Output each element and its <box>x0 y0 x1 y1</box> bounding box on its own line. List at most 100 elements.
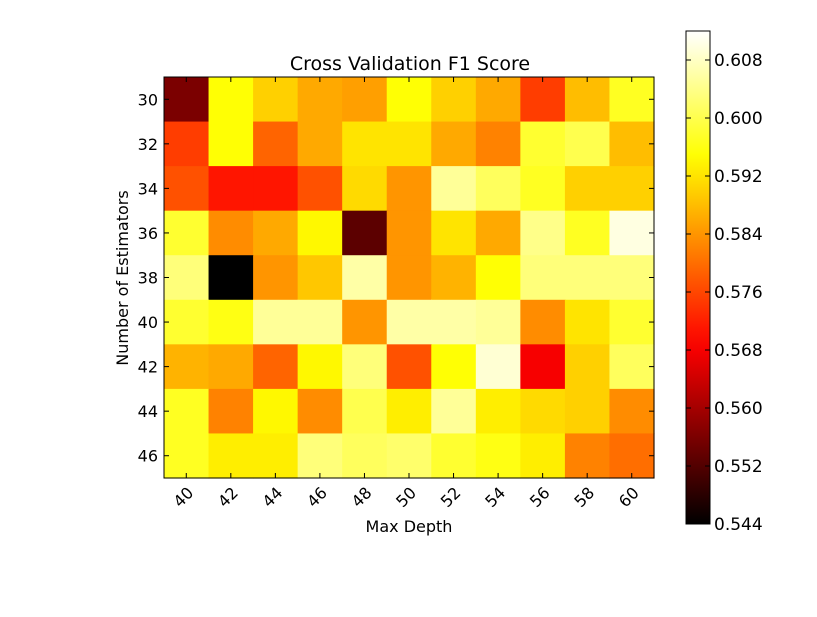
heatmap-cell-44-58 <box>564 388 611 435</box>
colorbar-tick-label: 0.568 <box>714 341 763 361</box>
heatmap-cell-42-48 <box>342 344 388 390</box>
heatmap-cell-32-40 <box>164 121 210 167</box>
heatmap-cell-34-52 <box>431 166 477 212</box>
colorbar-tick-label: 0.584 <box>714 225 763 245</box>
heatmap-cell-32-44 <box>253 121 299 167</box>
heatmap-cell-46-40 <box>164 433 210 479</box>
chart-title: Cross Validation F1 Score <box>290 53 530 75</box>
heatmap-cell-46-44 <box>253 433 299 479</box>
heatmap-cell-42-44 <box>253 344 299 390</box>
heatmap-cell-34-60 <box>609 166 655 212</box>
heatmap-cell-42-50 <box>386 344 432 390</box>
heatmap-cell-36-44 <box>253 210 299 256</box>
heatmap-cell-40-44 <box>253 299 299 345</box>
y-axis-ticks: 30 32 34 36 38 40 42 44 46 <box>138 90 654 466</box>
heatmap-cell-30-40 <box>164 77 210 123</box>
colorbar <box>685 30 711 525</box>
heatmap-cell-34-54 <box>475 166 521 212</box>
y-tick-label: 34 <box>138 179 158 198</box>
x-tick-label: 56 <box>526 483 554 511</box>
heatmap-cell-32-60 <box>609 121 655 167</box>
heatmap-cell-38-46 <box>297 255 343 301</box>
x-tick-label: 58 <box>570 483 598 511</box>
colorbar-tick-label: 0.560 <box>714 399 763 419</box>
colorbar-tick-label: 0.608 <box>714 51 763 71</box>
heatmap-cell-32-56 <box>520 121 566 167</box>
heatmap-cell-30-58 <box>564 77 611 123</box>
heatmap-cell-40-50 <box>386 299 432 345</box>
heatmap-cell-36-60 <box>609 210 655 256</box>
heatmap-cell-38-56 <box>520 255 566 301</box>
y-tick-label: 42 <box>138 358 158 377</box>
heatmap-cell-38-50 <box>386 255 432 301</box>
heatmap-cell-34-40 <box>164 166 210 212</box>
heatmap-cell-46-46 <box>297 433 343 479</box>
heatmap-cell-44-48 <box>342 388 388 435</box>
heatmap-cell-34-48 <box>342 166 388 212</box>
y-tick-label: 46 <box>138 447 158 466</box>
heatmap-cell-36-50 <box>386 210 432 256</box>
heatmap-cell-32-48 <box>342 121 388 167</box>
heatmap-cell-36-40 <box>164 210 210 256</box>
heatmap-cell-38-60 <box>609 255 655 301</box>
heatmap-cell-46-60 <box>609 433 655 479</box>
heatmap-cell-46-54 <box>475 433 521 479</box>
heatmap-cell-42-42 <box>208 344 254 390</box>
heatmap-cell-38-40 <box>164 255 210 301</box>
heatmap-cell-46-56 <box>520 433 566 479</box>
heatmap-cell-42-52 <box>431 344 477 390</box>
x-tick-label: 40 <box>169 483 197 511</box>
heatmap-cell-36-46 <box>297 210 343 256</box>
heatmap-cell-46-52 <box>431 433 477 479</box>
heatmap-cell-44-56 <box>520 388 566 435</box>
colorbar-tick-label: 0.552 <box>714 457 763 477</box>
heatmap-cell-30-50 <box>386 77 432 123</box>
colorbar-tick-label: 0.544 <box>714 515 763 535</box>
heatmap-cell-38-42 <box>208 255 254 301</box>
heatmap-cell-40-54 <box>475 299 521 345</box>
x-tick-label: 54 <box>481 483 509 511</box>
heatmap-cell-32-58 <box>564 121 611 167</box>
heatmap-cell-32-52 <box>431 121 477 167</box>
colorbar-tick-label: 0.592 <box>714 167 763 187</box>
heatmap-cell-36-52 <box>431 210 477 256</box>
heatmap-cell-38-52 <box>431 255 477 301</box>
heatmap-cell-30-48 <box>342 77 388 123</box>
heatmap-cell-34-44 <box>253 166 299 212</box>
y-tick-label: 36 <box>138 224 158 243</box>
heatmap-cell-32-46 <box>297 121 343 167</box>
heatmap-cell-40-48 <box>342 299 388 345</box>
x-axis-label: Max Depth <box>366 517 453 536</box>
x-tick-label: 48 <box>348 483 376 511</box>
y-tick-label: 40 <box>138 313 158 332</box>
heatmap-cell-34-42 <box>208 166 254 212</box>
heatmap-cell-36-42 <box>208 210 254 256</box>
colorbar-tick-label: 0.600 <box>714 109 763 129</box>
heatmap-cell-30-52 <box>431 77 477 123</box>
heatmap-cell-42-58 <box>564 344 611 390</box>
heatmap-cell-40-46 <box>297 299 343 345</box>
y-axis-label: Number of Estimators <box>113 190 132 365</box>
heatmap-cell-42-56 <box>520 344 566 390</box>
heatmap-cell-32-42 <box>208 121 254 167</box>
heatmap-cells <box>164 77 655 479</box>
heatmap-cell-30-56 <box>520 77 566 123</box>
heatmap-cell-36-56 <box>520 210 566 256</box>
y-tick-label: 44 <box>138 402 158 421</box>
heatmap-cell-34-46 <box>297 166 343 212</box>
heatmap-cell-46-48 <box>342 433 388 479</box>
heatmap-cell-40-58 <box>564 299 611 345</box>
x-tick-label: 42 <box>214 483 242 511</box>
heatmap-cell-46-50 <box>386 433 432 479</box>
heatmap-cell-34-58 <box>564 166 611 212</box>
y-tick-label: 38 <box>138 269 158 288</box>
heatmap-cell-42-54 <box>475 344 521 390</box>
heatmap-cell-36-48 <box>342 210 388 256</box>
heatmap-cell-30-46 <box>297 77 343 123</box>
x-tick-label: 52 <box>437 483 465 511</box>
heatmap-cell-44-46 <box>297 388 343 435</box>
heatmap-cell-38-54 <box>475 255 521 301</box>
x-tick-label: 44 <box>259 483 287 511</box>
